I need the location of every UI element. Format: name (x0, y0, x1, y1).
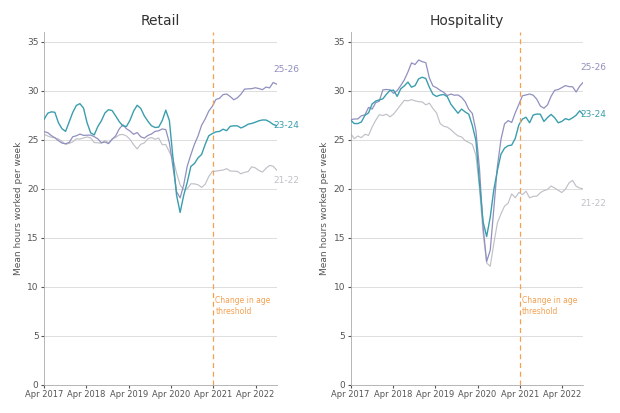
Text: 25-26: 25-26 (580, 63, 606, 72)
Text: 21-22: 21-22 (580, 199, 606, 208)
Title: Hospitality: Hospitality (430, 14, 504, 28)
Text: Change in age
threshold: Change in age threshold (215, 297, 271, 316)
Y-axis label: Mean hours worked per week: Mean hours worked per week (14, 142, 23, 275)
Text: 23-24: 23-24 (580, 110, 606, 119)
Y-axis label: Mean hours worked per week: Mean hours worked per week (321, 142, 329, 275)
Text: 25-26: 25-26 (273, 65, 299, 74)
Title: Retail: Retail (141, 14, 180, 28)
Text: 23-24: 23-24 (273, 121, 299, 130)
Text: 21-22: 21-22 (273, 176, 299, 185)
Text: Change in age
threshold: Change in age threshold (522, 297, 577, 316)
